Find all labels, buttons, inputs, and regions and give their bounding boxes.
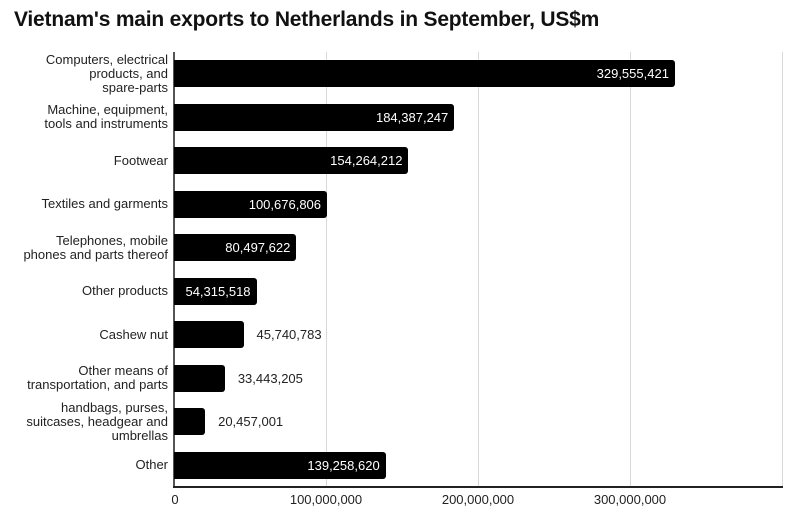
bar [174, 321, 244, 349]
bar-value-label: 80,497,622 [225, 240, 291, 256]
bar [174, 364, 225, 392]
bar-value-label: 100,676,806 [248, 196, 322, 212]
bar [174, 147, 409, 175]
bar-value-label: 154,264,212 [330, 153, 403, 169]
bar-value-label: 20,457,001 [218, 414, 284, 430]
bar-value-label: 33,443,205 [237, 370, 303, 386]
category-label: Machine, equipment, tools and instruments [44, 102, 168, 132]
bar [174, 60, 675, 88]
gridline-300m [630, 52, 631, 487]
y-axis-line [173, 52, 175, 487]
bar [174, 190, 328, 218]
category-label: Computers, electrical products, and spare-… [45, 51, 168, 95]
bar-value-label: 184,387,247 [375, 109, 449, 125]
plot-area: 329,555,421 184,387,247 154,264,212 100,676… [173, 52, 783, 488]
x-tick-0: 0 [171, 492, 179, 507]
bar-value-label: 329,555,421 [596, 66, 669, 82]
category-label: Textiles and garments [41, 196, 168, 212]
gridline-400m [782, 52, 783, 487]
bar [174, 408, 206, 436]
x-tick-200m: 200,000,000 [441, 492, 515, 507]
category-label: Other products [82, 283, 168, 299]
x-tick-300m: 300,000,000 [593, 492, 667, 507]
gridline-100m [326, 52, 327, 487]
category-label: Telephones, mobile phones and parts there… [23, 232, 168, 262]
category-label: Other [135, 457, 168, 473]
bar [174, 277, 257, 305]
bar [174, 103, 455, 131]
bar [174, 234, 297, 262]
gridline-200m [478, 52, 479, 487]
category-label: handbags, purses, suitcases, headgear and… [26, 399, 168, 443]
x-tick-100m: 100,000,000 [289, 492, 363, 507]
bar [174, 451, 386, 479]
x-axis-line [173, 486, 783, 488]
chart-title: Vietnam's main exports to Netherlands in… [14, 8, 600, 31]
bar-value-label: 139,258,620 [307, 457, 380, 473]
category-label: Cashew nut [99, 326, 168, 342]
bar-value-label: 54,315,518 [185, 283, 251, 299]
bar-value-label: 45,740,783 [256, 327, 322, 343]
category-label: Other means of transportation, and parts [27, 363, 168, 393]
category-label: Footwear [113, 152, 168, 168]
